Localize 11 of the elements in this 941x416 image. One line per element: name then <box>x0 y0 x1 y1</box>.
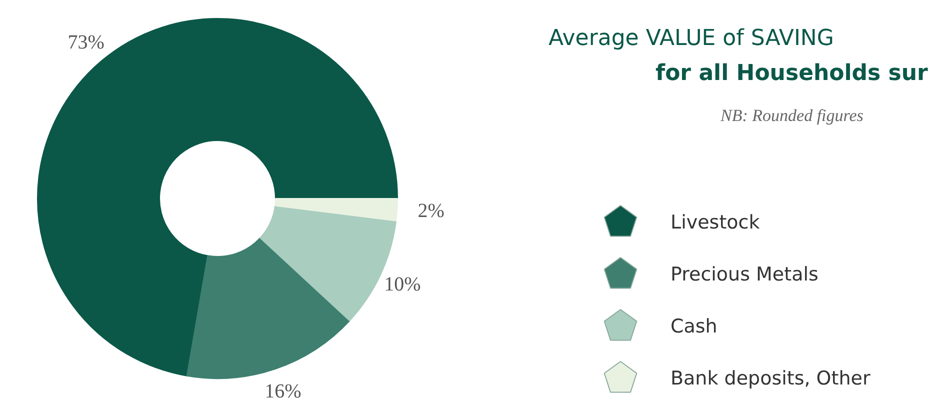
legend-label: Livestock <box>670 212 760 234</box>
data-label: 73% <box>68 31 104 54</box>
legend-label: Cash <box>670 316 718 338</box>
data-label: 16% <box>264 380 302 403</box>
data-label: 2% <box>418 200 444 222</box>
text: for all Households sur <box>656 61 928 86</box>
legend-label: Bank deposits, Other <box>670 368 870 390</box>
legend-label: Precious Metals <box>670 264 818 286</box>
data-label: 10% <box>384 274 421 296</box>
text: NB: Rounded figures <box>720 106 864 125</box>
chart-title: Average VALUE of SAVING <box>548 26 834 51</box>
